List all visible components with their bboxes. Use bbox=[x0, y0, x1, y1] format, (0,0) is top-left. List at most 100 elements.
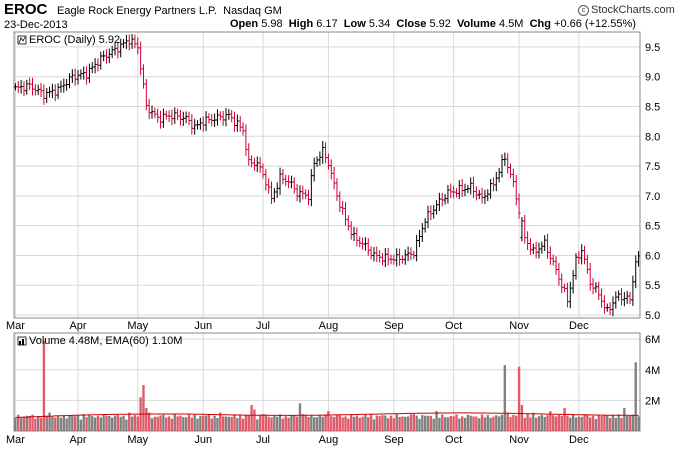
volume-bar bbox=[557, 415, 561, 431]
price-y-tick-label: 6.5 bbox=[645, 221, 660, 233]
volume-bar bbox=[515, 415, 518, 431]
volume-bar bbox=[273, 415, 276, 431]
price-bar bbox=[452, 185, 456, 199]
volume-bar bbox=[458, 418, 461, 431]
price-bar bbox=[62, 78, 66, 93]
volume-bar bbox=[128, 412, 131, 431]
price-bar bbox=[398, 248, 402, 266]
volume-bar bbox=[620, 417, 623, 431]
volume-bar bbox=[253, 409, 256, 431]
price-bar bbox=[99, 51, 103, 70]
volume-bar bbox=[130, 416, 134, 431]
price-x-tick-label: May bbox=[127, 320, 148, 332]
volume-bar bbox=[497, 416, 501, 431]
volume-bar bbox=[492, 416, 495, 431]
price-bar bbox=[301, 185, 305, 200]
volume-bar bbox=[34, 418, 37, 431]
price-bar bbox=[415, 234, 419, 262]
price-bar bbox=[267, 178, 271, 194]
volume-bar bbox=[310, 414, 313, 431]
price-bar bbox=[324, 142, 328, 163]
volume-bar bbox=[540, 414, 544, 431]
volume-bar bbox=[330, 416, 333, 431]
price-bar bbox=[395, 248, 399, 267]
price-x-tick-label: Sep bbox=[384, 320, 404, 332]
volume-bar bbox=[176, 416, 179, 431]
price-bar bbox=[218, 111, 222, 121]
volume-bar bbox=[344, 416, 347, 431]
price-bar bbox=[375, 246, 379, 262]
volume-bar bbox=[258, 415, 262, 431]
company-line: Eagle Rock Energy Partners L.P. Nasdaq G… bbox=[57, 5, 282, 17]
volume-bar bbox=[204, 415, 208, 431]
volume-bar bbox=[628, 415, 632, 431]
volume-bar bbox=[153, 416, 157, 431]
price-bar bbox=[241, 122, 245, 136]
price-bar bbox=[238, 116, 242, 132]
price-bar bbox=[107, 48, 111, 64]
volume-bar bbox=[236, 418, 239, 431]
price-bar bbox=[247, 143, 251, 166]
volume-bar bbox=[56, 415, 60, 431]
volume-bar bbox=[216, 418, 219, 431]
volume-bar bbox=[566, 415, 569, 431]
price-bar bbox=[281, 169, 285, 185]
price-bar bbox=[548, 246, 552, 265]
price-bar bbox=[477, 189, 481, 200]
price-y-axis: 9.5 9.0 8.5 8.0 7.5 7.0 6.5 6.0 5.5 5.0 bbox=[645, 42, 660, 322]
volume-bar bbox=[529, 417, 532, 431]
volume-bar bbox=[398, 416, 401, 431]
price-bar bbox=[258, 157, 262, 173]
volume-bar bbox=[506, 412, 509, 431]
price-bar bbox=[170, 109, 174, 126]
price-bar bbox=[309, 169, 313, 207]
volume-bar bbox=[122, 415, 125, 431]
volume-bar bbox=[73, 416, 77, 431]
brand[interactable]: c StockCharts.com bbox=[578, 4, 675, 16]
price-bar bbox=[469, 177, 473, 195]
price-bar bbox=[423, 218, 427, 233]
volume-bar bbox=[221, 416, 225, 431]
price-bar bbox=[568, 281, 572, 309]
price-bar bbox=[233, 111, 237, 132]
price-bar bbox=[366, 238, 370, 256]
price-bar bbox=[591, 277, 595, 295]
volume-bar bbox=[199, 416, 202, 431]
volume-bar bbox=[512, 414, 515, 431]
volume-bar bbox=[409, 414, 413, 431]
price-x-tick-label: Nov bbox=[509, 320, 529, 332]
volume-bar bbox=[469, 415, 472, 431]
volume-bar bbox=[554, 416, 558, 431]
volume-bar bbox=[563, 408, 566, 431]
price-bar bbox=[602, 295, 606, 314]
price-bar bbox=[298, 185, 302, 203]
volume-bar bbox=[62, 415, 65, 431]
price-bar bbox=[392, 254, 396, 265]
volume-bar bbox=[145, 408, 148, 431]
volume-bar bbox=[19, 417, 23, 431]
volume-bar bbox=[503, 365, 507, 431]
price-bar bbox=[432, 205, 436, 219]
price-bar bbox=[127, 34, 131, 51]
price-y-tick-label: 7.5 bbox=[645, 161, 660, 173]
price-legend: EROC (Daily) 5.92 bbox=[17, 34, 120, 46]
volume-x-tick-label: Aug bbox=[319, 434, 339, 446]
price-bar bbox=[349, 220, 353, 240]
volume-bar bbox=[102, 414, 105, 431]
volume-bar bbox=[404, 416, 407, 431]
volume-x-tick-label: Mar bbox=[6, 434, 25, 446]
volume-bar bbox=[108, 416, 111, 431]
volume-bar bbox=[600, 416, 603, 431]
price-bar bbox=[13, 83, 17, 91]
price-bar bbox=[625, 290, 629, 304]
volume-x-tick-label: Dec bbox=[569, 434, 589, 446]
volume-bar bbox=[500, 414, 504, 431]
volume-bar bbox=[355, 415, 359, 431]
price-bar bbox=[352, 226, 356, 242]
volume-bar bbox=[31, 414, 34, 431]
price-bar bbox=[583, 245, 587, 265]
price-bar bbox=[19, 79, 23, 94]
price-bar bbox=[565, 282, 569, 308]
volume-bar bbox=[332, 416, 336, 431]
volume-bar bbox=[583, 414, 586, 431]
